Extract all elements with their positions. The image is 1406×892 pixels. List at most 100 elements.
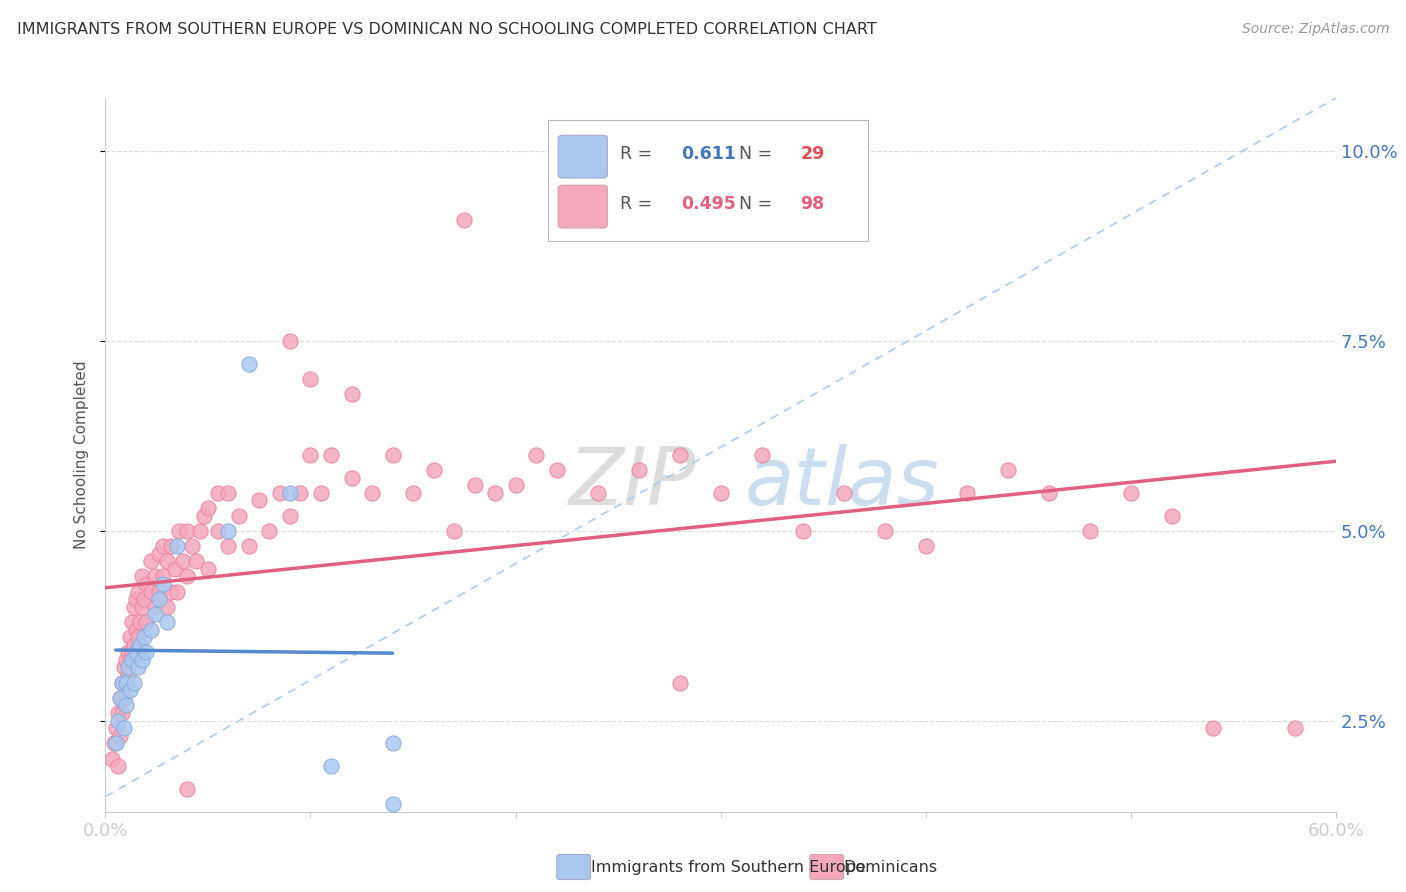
Point	[1038, 486, 1060, 500]
Point	[131, 599, 153, 614]
Text: atlas: atlas	[745, 444, 941, 523]
Point	[453, 212, 475, 227]
Text: 0.611: 0.611	[682, 145, 737, 162]
Point	[129, 615, 152, 629]
Text: ZIP: ZIP	[568, 444, 696, 523]
Point	[166, 584, 188, 599]
FancyBboxPatch shape	[810, 855, 844, 880]
Point	[361, 486, 384, 500]
Point	[148, 592, 170, 607]
Point	[115, 698, 138, 713]
Point	[505, 478, 527, 492]
Point	[184, 554, 207, 568]
Point	[131, 653, 153, 667]
Point	[176, 569, 198, 583]
Point	[117, 645, 139, 659]
Point	[169, 524, 191, 538]
Point	[238, 357, 260, 371]
Point	[381, 797, 404, 811]
Point	[120, 683, 141, 698]
Point	[121, 645, 143, 659]
Point	[143, 599, 166, 614]
Point	[115, 653, 138, 667]
Point	[278, 508, 301, 523]
Text: N =: N =	[740, 145, 778, 162]
Point	[111, 706, 134, 720]
Point	[152, 569, 174, 583]
Point	[524, 448, 547, 462]
Point	[1119, 486, 1142, 500]
Point	[299, 448, 322, 462]
Point	[792, 524, 814, 538]
Point	[319, 448, 342, 462]
Point	[340, 387, 363, 401]
Point	[108, 729, 131, 743]
Point	[125, 645, 148, 659]
Point	[1078, 524, 1101, 538]
Point	[484, 486, 506, 500]
Point	[165, 562, 187, 576]
Point	[586, 486, 609, 500]
Point	[152, 539, 174, 553]
Point	[207, 486, 229, 500]
Point	[107, 706, 129, 720]
Point	[309, 486, 332, 500]
Point	[710, 486, 733, 500]
Point	[117, 660, 139, 674]
Point	[340, 471, 363, 485]
Point	[122, 675, 145, 690]
Point	[111, 675, 134, 690]
Y-axis label: No Schooling Completed: No Schooling Completed	[73, 360, 89, 549]
Point	[218, 539, 240, 553]
Point	[176, 524, 198, 538]
Point	[193, 508, 215, 523]
Point	[112, 721, 135, 735]
Text: 0.495: 0.495	[682, 194, 737, 212]
Point	[111, 675, 134, 690]
Point	[156, 599, 179, 614]
Text: R =: R =	[620, 194, 658, 212]
Text: Dominicans: Dominicans	[844, 860, 938, 874]
Point	[156, 554, 179, 568]
Point	[1202, 721, 1225, 735]
Point	[139, 554, 162, 568]
Point	[131, 569, 153, 583]
Point	[139, 623, 162, 637]
Point	[127, 660, 149, 674]
Text: 98: 98	[800, 194, 825, 212]
Point	[108, 690, 131, 705]
FancyBboxPatch shape	[548, 120, 869, 241]
Point	[135, 615, 157, 629]
Point	[127, 584, 149, 599]
Point	[218, 486, 240, 500]
Point	[668, 448, 690, 462]
Text: N =: N =	[740, 194, 778, 212]
Point	[108, 690, 131, 705]
Point	[104, 721, 127, 735]
Point	[134, 630, 156, 644]
Point	[100, 751, 122, 765]
Point	[143, 569, 166, 583]
Point	[247, 493, 270, 508]
Point	[160, 584, 183, 599]
Point	[148, 547, 170, 561]
FancyBboxPatch shape	[558, 136, 607, 178]
Point	[121, 653, 143, 667]
Point	[238, 539, 260, 553]
Point	[402, 486, 425, 500]
Text: 29: 29	[800, 145, 825, 162]
Point	[117, 668, 139, 682]
Point	[751, 448, 773, 462]
Point	[125, 592, 148, 607]
Point	[627, 463, 650, 477]
Point	[176, 781, 198, 796]
Point	[269, 486, 291, 500]
Point	[1160, 508, 1182, 523]
Point	[121, 615, 143, 629]
Point	[278, 334, 301, 348]
Point	[1284, 721, 1306, 735]
Point	[668, 675, 690, 690]
Point	[120, 653, 141, 667]
Point	[188, 524, 211, 538]
Text: IMMIGRANTS FROM SOUTHERN EUROPE VS DOMINICAN NO SCHOOLING COMPLETED CORRELATION : IMMIGRANTS FROM SOUTHERN EUROPE VS DOMIN…	[17, 22, 876, 37]
